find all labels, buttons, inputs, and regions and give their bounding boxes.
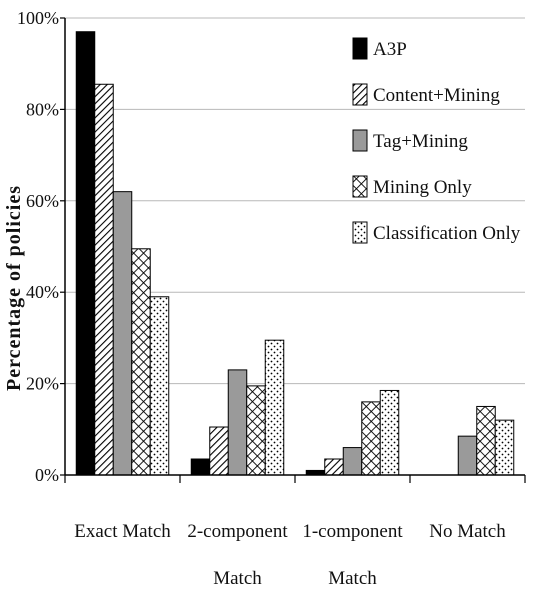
bars [75, 31, 515, 476]
bar-tag-mining-2 [342, 447, 363, 476]
bar-classification-only-1 [264, 339, 285, 476]
bar-classification-only-0 [149, 296, 170, 476]
y-tick-labels: 0% 20% 40% 60% 80% 100% [17, 8, 59, 485]
legend-swatch [352, 129, 368, 152]
axes [60, 17, 526, 483]
y-axis-label: Percentage of policies [3, 185, 25, 391]
bar-mining-only-1 [246, 385, 266, 476]
bar-content-mining-2 [324, 458, 344, 476]
bar-tag-mining-3 [457, 435, 478, 476]
legend-label: Classification Only [373, 223, 521, 244]
legend: A3P Content+Mining Tag+Mining Mining Only Cl… [352, 37, 521, 244]
legend-label: Tag+Mining [373, 131, 468, 152]
legend-label: A3P [373, 39, 407, 60]
bar-classification-only-3 [494, 419, 515, 476]
legend-swatch [352, 83, 368, 106]
bar-mining-only-3 [476, 405, 496, 476]
bar-classification-only-2 [379, 389, 400, 476]
bar-mining-only-2 [361, 401, 381, 476]
legend-label: Mining Only [373, 177, 472, 198]
bar-content-mining-0 [94, 83, 114, 476]
legend-label: Content+Mining [373, 85, 500, 106]
legend-swatch [352, 175, 368, 198]
bar-tag-mining-1 [227, 369, 248, 476]
category-label: Match [328, 568, 377, 589]
bar-a3p-0 [75, 31, 96, 476]
category-label: 1-component [302, 521, 403, 542]
category-label: Exact Match [74, 521, 171, 542]
category-label: Match [213, 568, 262, 589]
legend-swatch [352, 221, 368, 244]
bar-content-mining-1 [209, 426, 229, 476]
y-tick-label: 20% [26, 374, 59, 394]
y-tick-label: 80% [26, 99, 59, 119]
bar-a3p-1 [190, 458, 211, 476]
bar-tag-mining-0 [112, 191, 133, 476]
category-labels: Exact Match 2-component Match 1-component Ma… [74, 521, 506, 589]
y-tick-label: 100% [17, 8, 59, 28]
legend-swatch [352, 37, 368, 60]
y-tick-label: 0% [35, 465, 59, 485]
y-tick-label: 60% [26, 191, 59, 211]
category-label: 2-component [187, 521, 288, 542]
y-tick-label: 40% [26, 282, 59, 302]
category-label: No Match [429, 521, 506, 542]
bar-mining-only-0 [131, 248, 151, 476]
